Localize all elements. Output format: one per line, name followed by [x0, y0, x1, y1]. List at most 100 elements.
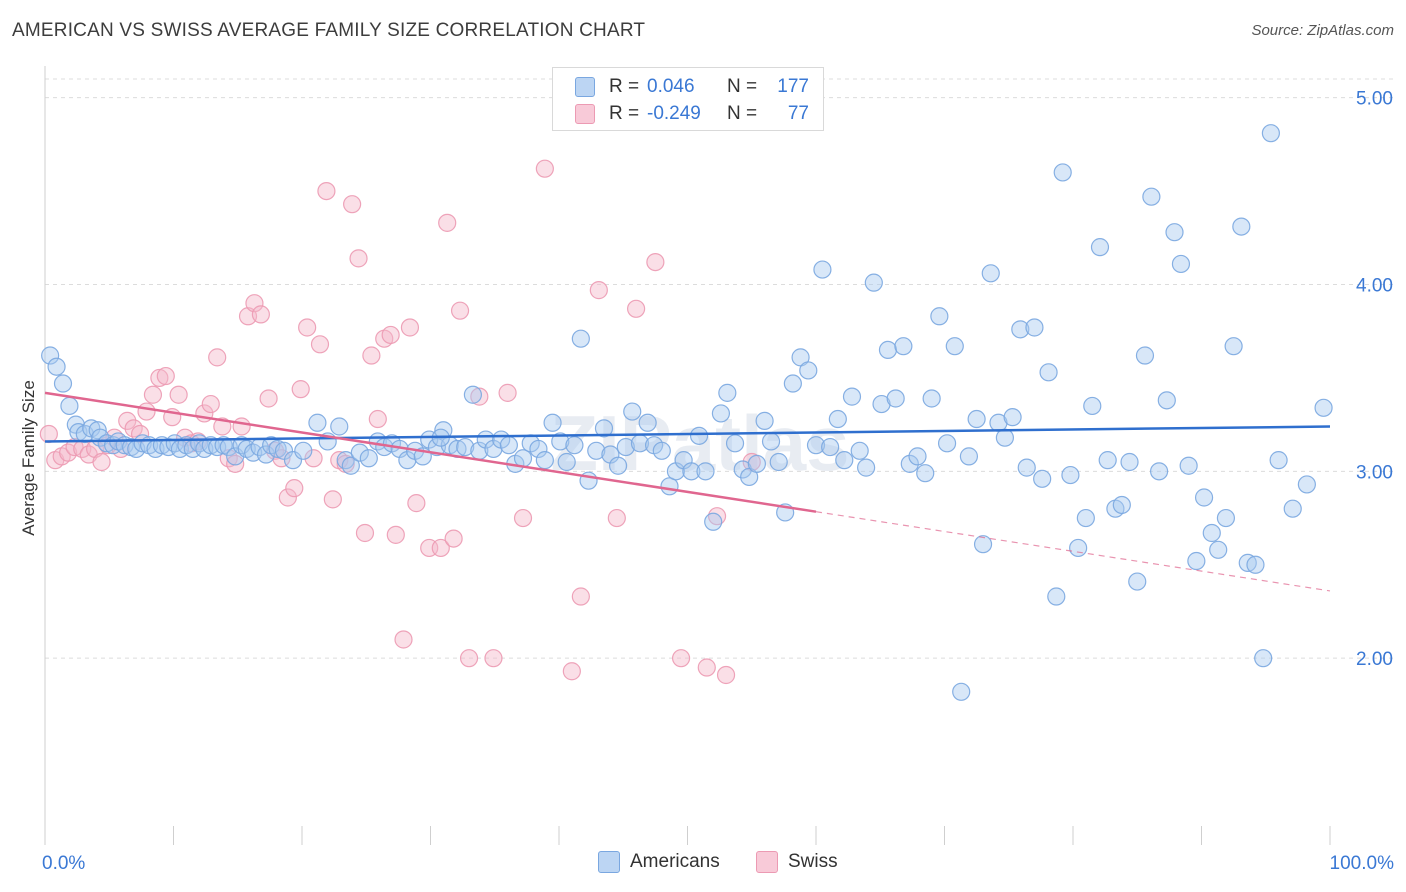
americans-point: [799, 361, 818, 380]
series-americans-points: [41, 124, 1333, 701]
americans-point: [945, 337, 964, 356]
swiss-trend-line-dashed: [815, 511, 1331, 592]
legend-item-swiss[interactable]: Swiss: [756, 851, 838, 873]
y-tick-label: 4.00: [1356, 276, 1393, 297]
swiss-point: [589, 281, 608, 300]
swiss-point: [438, 213, 457, 232]
americans-point: [256, 445, 276, 464]
americans-point: [806, 436, 826, 455]
americans-point: [652, 441, 671, 460]
swiss-point: [562, 662, 581, 681]
americans-point: [755, 411, 774, 430]
americans-point: [995, 428, 1014, 447]
americans-point: [60, 396, 79, 416]
americans-point: [341, 456, 360, 475]
americans-point: [1209, 540, 1228, 559]
americans-point: [1202, 523, 1221, 543]
swiss-point: [716, 665, 736, 685]
americans-point: [1261, 124, 1280, 143]
swiss-trend-line: [44, 391, 817, 513]
americans-point: [1194, 488, 1214, 507]
americans-point: [930, 307, 949, 326]
americans-point: [682, 462, 701, 481]
swiss-point: [697, 658, 716, 677]
americans-point: [1269, 451, 1288, 470]
swiss-point: [92, 452, 111, 472]
americans-point: [1297, 475, 1316, 494]
swiss-point: [343, 195, 362, 214]
legend-label-americans: Americans: [630, 851, 720, 872]
n-value: 177: [777, 76, 809, 97]
americans-point: [53, 374, 73, 393]
americans-point: [973, 535, 993, 554]
americans-point: [1254, 649, 1273, 668]
swiss-point: [226, 454, 245, 473]
r-value: 0.046: [647, 76, 695, 97]
r-label: R =: [609, 103, 640, 124]
americans-point: [1246, 555, 1265, 574]
americans-point: [696, 462, 715, 481]
americans-point: [268, 439, 287, 459]
americans-point: [565, 436, 584, 455]
americans-point: [616, 437, 635, 457]
americans-point: [1216, 508, 1236, 528]
americans-point: [434, 421, 453, 440]
americans-point: [821, 437, 840, 457]
y-tick-label: 2.00: [1356, 649, 1393, 670]
swiss-legend-swatch: [756, 851, 778, 873]
swiss-swatch: [575, 104, 595, 124]
americans-point: [850, 441, 869, 460]
americans-point: [88, 421, 107, 440]
americans-point: [571, 329, 590, 348]
swiss-point: [213, 417, 232, 436]
legend-item-americans[interactable]: Americans: [598, 851, 720, 873]
swiss-point: [470, 387, 489, 406]
x-tick-label: 0.0%: [42, 853, 85, 874]
swiss-point: [169, 385, 188, 404]
swiss-point: [571, 587, 590, 606]
americans-point: [886, 389, 905, 408]
y-tick-label: 5.00: [1356, 89, 1393, 110]
swiss-point: [317, 181, 336, 201]
swiss-point: [349, 249, 368, 268]
swiss-point: [444, 529, 463, 548]
americans-point: [463, 385, 483, 404]
swiss-point: [626, 299, 646, 318]
swiss-point: [498, 383, 517, 402]
r-label: R =: [609, 76, 640, 97]
swiss-point: [646, 252, 665, 272]
swiss-point: [298, 318, 317, 337]
americans-point: [769, 452, 788, 472]
x-tick-label: 100.0%: [1330, 853, 1395, 874]
swiss-point: [137, 402, 156, 421]
americans-point: [835, 451, 854, 470]
americans-point: [336, 451, 355, 470]
stats-row-americans: R = 0.046 N = 177: [575, 75, 809, 99]
swiss-point: [245, 294, 264, 313]
swiss-point: [381, 325, 400, 345]
americans-point: [201, 436, 220, 455]
americans-point: [398, 451, 417, 470]
americans-swatch: [575, 77, 595, 97]
swiss-point: [201, 394, 220, 414]
americans-point: [1011, 320, 1030, 339]
trend-lines: [44, 391, 1331, 592]
swiss-point: [118, 411, 137, 430]
americans-point: [1232, 217, 1251, 236]
series-legend: Americans Swiss: [0, 851, 1406, 877]
swiss-point: [459, 649, 479, 668]
swiss-point: [304, 449, 323, 468]
swiss-point: [355, 523, 375, 543]
r-value: -0.249: [647, 103, 701, 124]
swiss-point: [368, 409, 387, 429]
americans-point: [330, 417, 349, 436]
americans-point: [1314, 398, 1333, 417]
americans-point: [725, 434, 745, 453]
americans-point: [1053, 163, 1072, 182]
americans-point: [513, 449, 533, 468]
americans-point: [916, 464, 935, 483]
americans-point: [623, 402, 642, 421]
americans-point: [761, 432, 781, 451]
swiss-point: [232, 417, 251, 436]
